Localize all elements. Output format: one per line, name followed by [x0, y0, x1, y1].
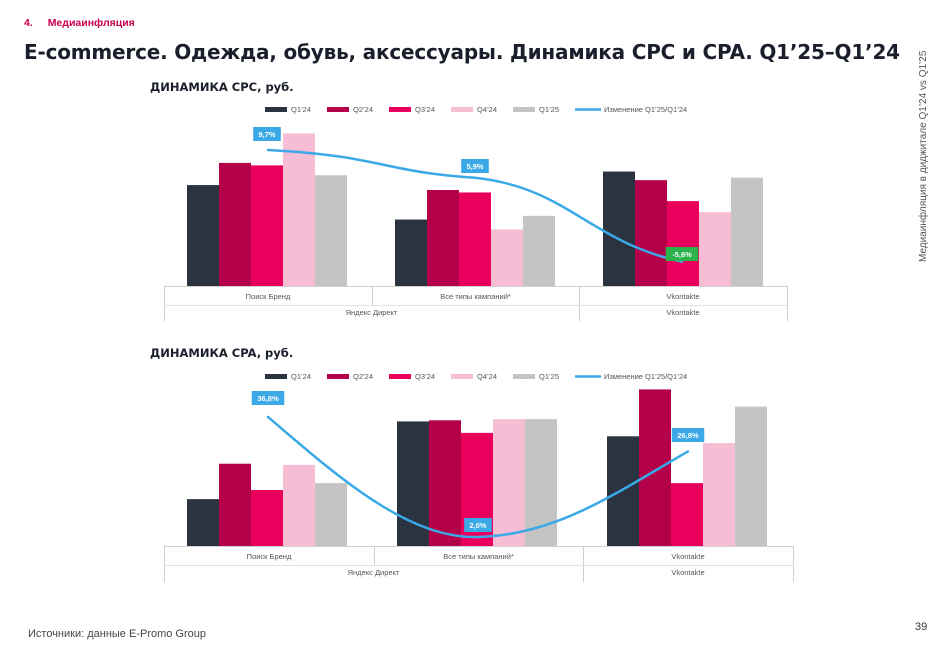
change-line	[266, 415, 690, 539]
legend-label-change: Изменение Q1’25/Q1’24	[604, 105, 687, 114]
legend-swatch-Q124	[265, 374, 287, 379]
bar-0-Q224	[219, 162, 251, 286]
legend-label-Q124: Q1’24	[291, 372, 311, 381]
legend-label-Q324: Q3’24	[415, 372, 435, 381]
source-note: Источники: данные E-Promo Group	[28, 628, 207, 640]
category-label: Поиск Бренд	[246, 292, 291, 301]
legend-label-Q224: Q2’24	[353, 105, 373, 114]
bar-1-Q124	[395, 219, 427, 286]
change-label-box	[253, 127, 281, 141]
bar-2-Q224	[639, 389, 671, 546]
group-label: Яндекс Директ	[346, 308, 398, 317]
section-number: 4.	[24, 17, 33, 29]
change-label: 36,8%	[257, 394, 279, 403]
bar-1-Q125	[523, 215, 555, 286]
legend-swatch-Q125	[513, 107, 535, 112]
page-number: 39	[915, 621, 928, 633]
legend-label-Q424: Q4’24	[477, 105, 497, 114]
group-label: Яндекс Директ	[348, 568, 400, 577]
group-label: Vkontakte	[671, 568, 704, 577]
legend-swatch-Q224	[327, 374, 349, 379]
change-label-box	[251, 391, 285, 405]
change-label-box	[665, 247, 699, 261]
bar-2-Q224	[635, 180, 667, 286]
page-title: E-commerce. Одежда, обувь, аксессуары. Д…	[24, 40, 900, 64]
bar-2-Q324	[667, 201, 699, 286]
bar-2-Q424	[703, 443, 735, 546]
category-label: Vkontakte	[666, 292, 699, 301]
change-label: 26,8%	[677, 431, 699, 440]
group-label: Vkontakte	[666, 308, 699, 317]
legend-swatch-Q124	[265, 107, 287, 112]
legend-swatch-Q324	[389, 107, 411, 112]
legend-swatch-Q324	[389, 374, 411, 379]
cpc-chart-title: ДИНАМИКА CPC, руб.	[150, 80, 294, 94]
bar-0-Q125	[315, 175, 347, 286]
legend-label-change: Изменение Q1’25/Q1’24	[604, 372, 687, 381]
category-label: Все типы кампаний*	[440, 292, 511, 301]
change-label-box	[461, 159, 489, 173]
change-label: 2,0%	[469, 521, 486, 530]
legend-swatch-Q424	[451, 374, 473, 379]
bar-1-Q125	[525, 419, 557, 546]
legend-swatch-Q424	[451, 107, 473, 112]
bar-2-Q125	[731, 177, 763, 286]
bar-1-Q424	[491, 229, 523, 286]
bar-0-Q324	[251, 165, 283, 286]
bar-1-Q224	[427, 190, 459, 286]
bar-1-Q224	[429, 420, 461, 546]
bar-1-Q424	[493, 419, 525, 546]
bar-0-Q324	[251, 490, 283, 546]
section-tag: 4. Медиаинфляция	[24, 17, 135, 29]
bar-2-Q324	[671, 483, 703, 546]
category-label: Все типы кампаний*	[443, 552, 514, 561]
cpc-chart: Q1’24 Q2’24 Q3’24 Q4’24 Q1’25 Изменение Q1’25…	[164, 105, 788, 321]
bar-2-Q124	[603, 171, 635, 286]
legend-label-Q125: Q1’25	[539, 105, 559, 114]
cpa-chart: Q1’24 Q2’24 Q3’24 Q4’24 Q1’25 Изменение Q1’25…	[164, 372, 794, 582]
change-label-box	[464, 518, 492, 532]
bar-1-Q124	[397, 421, 429, 546]
legend-label-Q125: Q1’25	[539, 372, 559, 381]
change-label-box	[671, 428, 705, 442]
bar-0-Q424	[283, 133, 315, 286]
category-label: Vkontakte	[671, 552, 704, 561]
change-line	[266, 148, 684, 263]
change-label: 9,7%	[258, 130, 275, 139]
bar-0-Q125	[315, 483, 347, 546]
bar-0-Q124	[187, 499, 219, 546]
bar-0-Q124	[187, 185, 219, 286]
legend-label-Q224: Q2’24	[353, 372, 373, 381]
bar-2-Q124	[607, 436, 639, 546]
change-label: -5,6%	[672, 250, 692, 259]
section-label: Медиаинфляция	[47, 17, 135, 29]
bar-1-Q324	[459, 192, 491, 286]
legend-swatch-Q224	[327, 107, 349, 112]
bar-0-Q224	[219, 463, 251, 546]
legend-label-Q424: Q4’24	[477, 372, 497, 381]
bar-2-Q125	[735, 406, 767, 546]
legend-label-Q124: Q1’24	[291, 105, 311, 114]
legend-swatch-Q125	[513, 374, 535, 379]
bar-2-Q424	[699, 212, 731, 286]
legend-label-Q324: Q3’24	[415, 105, 435, 114]
cpa-chart-title: ДИНАМИКА CPA, руб.	[150, 346, 294, 360]
change-label: 5,9%	[466, 162, 483, 171]
category-label: Поиск Бренд	[247, 552, 292, 561]
bar-0-Q424	[283, 464, 315, 546]
